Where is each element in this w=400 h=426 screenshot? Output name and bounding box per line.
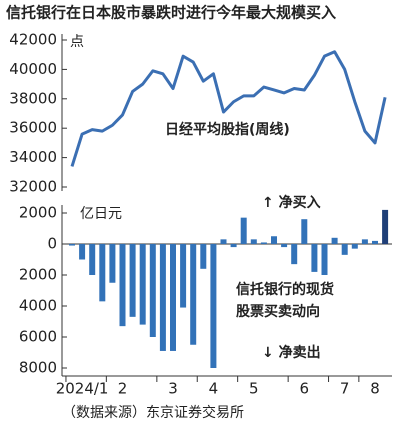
bar <box>119 244 126 327</box>
bar <box>210 244 217 368</box>
x-tick-label: 2024/1 <box>56 380 109 398</box>
bar <box>69 244 75 246</box>
bar <box>220 239 227 244</box>
y-tick-label: 42000 <box>9 31 57 49</box>
bar <box>250 239 257 244</box>
y-tick-label: 40000 <box>9 60 57 78</box>
bar <box>159 244 166 351</box>
x-tick-label: 7 <box>340 380 350 398</box>
bar <box>351 244 358 249</box>
bar <box>260 242 267 244</box>
x-tick-label: 6 <box>300 380 310 398</box>
bar <box>230 244 237 248</box>
y-unit: 亿日元 <box>80 206 122 222</box>
y-tick-label: 2000 <box>19 204 57 222</box>
bar <box>372 240 378 244</box>
bar <box>271 236 277 244</box>
chart-title: 信托银行在日本股市暴跌时进行今年最大规模买入 <box>6 4 336 22</box>
bar <box>129 244 136 317</box>
bar <box>321 244 328 275</box>
buy-label: ↑ 净买入 <box>262 194 321 211</box>
source: （数据来源）东京证券交易所 <box>62 404 244 421</box>
y-tick-label: 4000 <box>19 297 57 315</box>
bar <box>79 244 86 260</box>
bar <box>382 209 389 244</box>
bar <box>331 237 338 244</box>
y-tick-label: 6000 <box>19 328 57 346</box>
x-tick-label: 4 <box>209 380 219 398</box>
bar <box>109 244 116 283</box>
x-tick-label: 5 <box>249 380 259 398</box>
x-tick-label: 3 <box>168 380 178 398</box>
y-tick-label: 8000 <box>19 359 57 377</box>
bar <box>291 244 298 265</box>
x-tick-label: 8 <box>370 380 380 398</box>
bar <box>281 244 288 248</box>
bar <box>341 244 348 255</box>
y-tick-label: 2000 <box>19 266 57 284</box>
bar <box>301 219 308 244</box>
x-tick-label: 2 <box>118 380 128 398</box>
bar <box>99 244 106 302</box>
series-label: 信托银行的现货 <box>236 281 334 298</box>
series-label: 日经平均股指(周线) <box>165 121 290 138</box>
y-tick-label: 32000 <box>9 178 57 196</box>
bar <box>170 244 176 351</box>
bar <box>240 217 247 244</box>
y-unit: 点 <box>70 34 84 50</box>
y-tick-label: 36000 <box>9 119 57 137</box>
line <box>70 50 387 167</box>
y-tick-label: 0 <box>47 235 57 253</box>
bar <box>149 244 156 337</box>
bar <box>361 239 368 244</box>
bar <box>180 244 187 308</box>
series-label: 股票买卖动向 <box>236 303 320 320</box>
y-tick-label: 38000 <box>9 89 57 107</box>
bar <box>89 244 96 275</box>
y-tick-label: 34000 <box>9 148 57 166</box>
bar <box>311 244 318 272</box>
bar <box>139 244 146 325</box>
bar <box>200 244 207 269</box>
bar <box>190 244 197 345</box>
sell-label: ↓ 净卖出 <box>262 344 321 361</box>
